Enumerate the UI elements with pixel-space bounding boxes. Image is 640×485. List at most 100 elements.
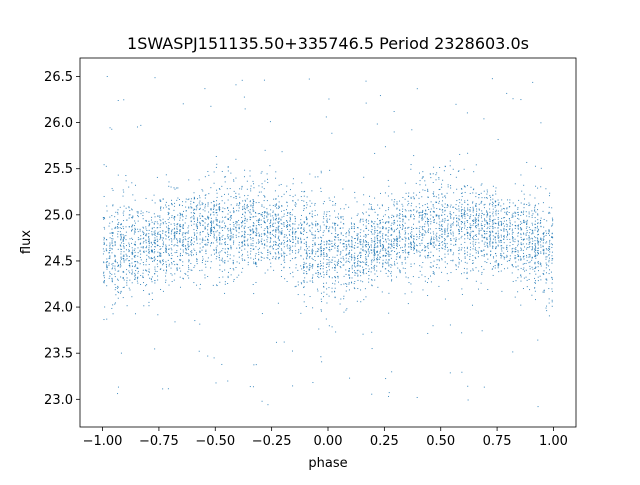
scatter-point xyxy=(436,238,438,240)
scatter-point xyxy=(190,221,192,223)
scatter-point xyxy=(407,204,409,206)
scatter-point xyxy=(238,236,240,238)
scatter-point xyxy=(520,228,522,230)
scatter-point xyxy=(210,232,212,234)
scatter-point xyxy=(323,258,325,260)
scatter-point xyxy=(458,208,460,210)
scatter-point xyxy=(517,228,519,230)
scatter-point xyxy=(366,251,368,253)
scatter-point xyxy=(242,253,244,255)
scatter-point xyxy=(405,237,407,239)
scatter-point xyxy=(145,247,147,249)
scatter-point xyxy=(235,227,237,229)
scatter-point xyxy=(174,244,176,246)
scatter-point xyxy=(401,214,403,216)
scatter-point xyxy=(486,222,488,224)
scatter-point xyxy=(275,253,277,255)
scatter-point xyxy=(331,232,333,234)
scatter-point xyxy=(425,246,427,248)
scatter-point xyxy=(269,233,271,235)
scatter-point xyxy=(538,240,540,242)
scatter-point xyxy=(543,253,545,255)
scatter-point xyxy=(334,230,336,232)
scatter-point xyxy=(377,258,379,260)
scatter-point xyxy=(241,231,243,233)
scatter-point xyxy=(216,284,218,286)
scatter-point xyxy=(103,262,105,264)
scatter-point xyxy=(148,247,150,249)
scatter-point xyxy=(425,210,427,212)
scatter-point xyxy=(368,252,370,254)
scatter-point xyxy=(433,272,435,274)
scatter-point xyxy=(373,260,375,262)
scatter-point xyxy=(396,244,398,246)
scatter-point xyxy=(360,255,362,257)
scatter-point xyxy=(442,211,444,213)
scatter-point xyxy=(114,259,116,261)
scatter-point xyxy=(528,239,530,241)
scatter-point xyxy=(196,227,198,229)
scatter-point xyxy=(143,251,145,253)
scatter-point xyxy=(441,247,443,249)
scatter-point xyxy=(300,222,302,224)
scatter-point xyxy=(283,267,285,269)
scatter-point xyxy=(227,233,229,235)
scatter-point xyxy=(548,259,550,261)
scatter-point xyxy=(287,212,289,214)
scatter-point xyxy=(346,285,348,287)
scatter-point xyxy=(477,223,479,225)
scatter-point xyxy=(444,214,446,216)
scatter-point xyxy=(549,246,551,248)
scatter-point xyxy=(371,284,373,286)
scatter-point xyxy=(459,153,461,155)
scatter-point xyxy=(357,233,359,235)
scatter-point xyxy=(145,250,147,252)
scatter-point xyxy=(416,250,418,252)
scatter-point xyxy=(373,267,375,269)
scatter-point xyxy=(294,204,296,206)
scatter-point xyxy=(303,270,305,272)
scatter-point xyxy=(332,222,334,224)
scatter-point xyxy=(472,202,474,204)
scatter-point xyxy=(103,239,105,241)
scatter-point xyxy=(103,280,105,282)
scatter-point xyxy=(356,300,358,302)
scatter-point xyxy=(123,261,125,263)
scatter-point xyxy=(303,264,304,266)
scatter-point xyxy=(390,273,392,275)
scatter-point xyxy=(356,227,358,229)
scatter-point xyxy=(427,221,429,223)
scatter-point xyxy=(278,257,280,259)
scatter-point xyxy=(264,233,266,235)
scatter-point xyxy=(269,165,271,167)
scatter-point xyxy=(343,311,345,313)
scatter-point xyxy=(258,224,260,226)
scatter-point xyxy=(492,208,494,210)
scatter-point xyxy=(129,289,131,291)
scatter-point xyxy=(467,207,469,209)
scatter-point xyxy=(229,223,231,225)
scatter-point xyxy=(360,257,362,259)
scatter-point xyxy=(500,205,502,207)
scatter-point xyxy=(207,276,209,278)
scatter-point xyxy=(402,224,404,226)
scatter-point xyxy=(426,217,428,219)
scatter-point xyxy=(132,238,134,240)
scatter-point xyxy=(162,244,164,246)
scatter-point xyxy=(388,217,390,219)
scatter-point xyxy=(263,221,265,223)
scatter-point xyxy=(150,279,152,281)
scatter-point xyxy=(252,386,254,388)
scatter-point xyxy=(185,233,187,235)
scatter-point xyxy=(427,196,429,198)
scatter-point xyxy=(359,261,361,263)
scatter-point xyxy=(235,195,237,197)
scatter-point xyxy=(427,278,429,280)
scatter-point xyxy=(218,225,220,227)
scatter-point xyxy=(443,242,445,244)
scatter-point xyxy=(238,227,240,229)
scatter-point xyxy=(334,223,336,225)
scatter-point xyxy=(398,235,400,237)
scatter-point xyxy=(235,197,237,199)
scatter-point xyxy=(348,252,350,254)
